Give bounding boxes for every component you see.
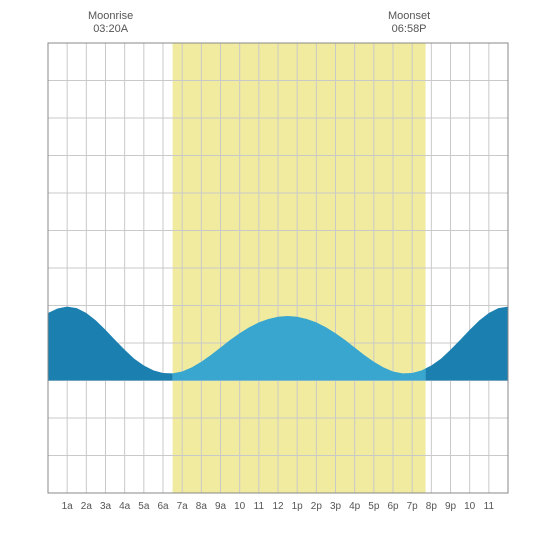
moonrise-title: Moonrise <box>88 10 133 22</box>
top-labels-row: Moonrise 03:20A Moonset 06:58P <box>10 10 540 40</box>
tide-chart-container: Moonrise 03:20A Moonset 06:58P -3-2-1012… <box>10 10 540 520</box>
x-tick-label: 2a <box>81 501 93 512</box>
x-tick-label: 6p <box>387 501 399 512</box>
x-tick-label: 7p <box>407 501 419 512</box>
tide-area-post-dusk <box>426 307 508 381</box>
x-tick-label: 8p <box>426 501 438 512</box>
x-tick-label: 8a <box>196 501 208 512</box>
moonset-label: Moonset 06:58P <box>388 10 430 36</box>
moonrise-label: Moonrise 03:20A <box>88 10 133 36</box>
x-tick-label: 10 <box>234 501 246 512</box>
x-tick-label: 5p <box>368 501 380 512</box>
moonset-time: 06:58P <box>392 23 427 35</box>
x-tick-label: 6a <box>157 501 169 512</box>
x-tick-label: 9a <box>215 501 227 512</box>
grid <box>48 43 508 493</box>
x-tick-label: 11 <box>484 501 495 512</box>
x-tick-label: 1a <box>62 501 74 512</box>
x-tick-label: 1p <box>292 501 304 512</box>
x-tick-label: 10 <box>464 501 476 512</box>
tide-area-pre-dawn <box>48 307 173 381</box>
x-tick-label: 4a <box>119 501 131 512</box>
moonrise-time: 03:20A <box>93 23 128 35</box>
x-tick-label: 2p <box>311 501 323 512</box>
x-tick-label: 3a <box>100 501 112 512</box>
x-tick-label: 12 <box>272 501 284 512</box>
x-tick-label: 9p <box>445 501 457 512</box>
x-tick-label: 5a <box>138 501 150 512</box>
x-tick-label: 7a <box>177 501 189 512</box>
x-tick-label: 11 <box>254 501 265 512</box>
x-tick-label: 3p <box>330 501 342 512</box>
tide-chart-svg: -3-2-101234567891a2a3a4a5a6a7a8a9a101112… <box>10 40 510 520</box>
moonset-title: Moonset <box>388 10 430 22</box>
x-tick-label: 4p <box>349 501 361 512</box>
